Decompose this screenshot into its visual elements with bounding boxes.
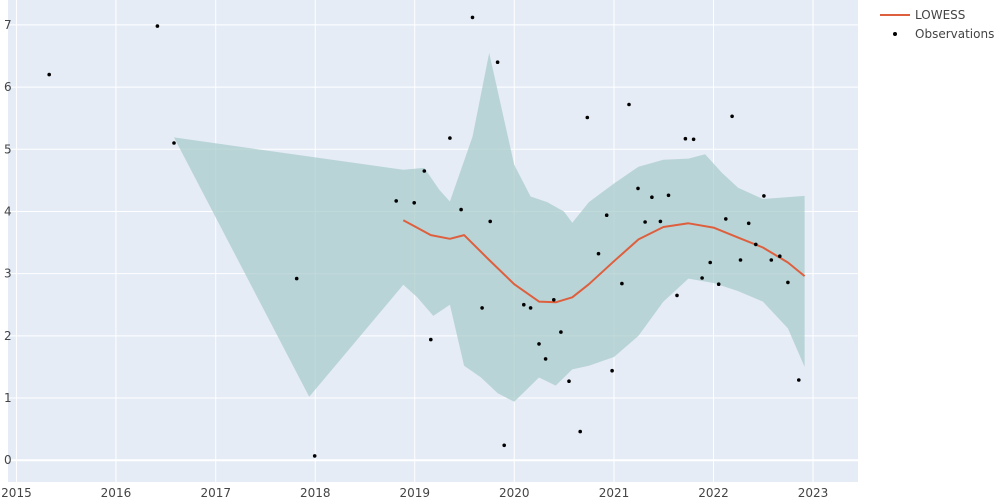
observation-point [596,251,601,256]
x-tick-label: 2017 [200,486,231,500]
observation-point [658,219,663,224]
observation-point [312,454,317,458]
observation-point [769,258,774,262]
confidence-band [174,52,805,402]
observation-point [650,195,654,199]
observation-point [537,342,541,346]
observation-point [778,254,782,258]
observation-point [786,280,790,285]
observation-point [691,137,696,142]
observation-point [683,136,688,141]
observation-point [738,258,743,262]
x-tick-label: 2022 [698,486,729,500]
observation-point [394,199,399,203]
x-axis-ticks: 2015 2016 2017 2018 2019 2020 2021 2022 2023 [1,486,828,500]
confidence-band-layer [174,52,805,402]
x-tick-label: 2018 [300,486,331,500]
observation-point [172,141,176,145]
observation-point [604,213,609,217]
observation-point [470,15,475,20]
observation-point [155,24,160,28]
observation-point [502,443,507,448]
observation-point [636,186,640,191]
observation-point [412,201,417,205]
legend-label-lowess: LOWESS [915,8,965,22]
y-tick-label: 2 [4,329,12,343]
observation-point [422,169,427,173]
x-tick-label: 2019 [399,486,430,500]
observation-point [47,72,51,77]
observation-point [294,276,299,281]
observation-point [610,368,614,373]
y-tick-label: 1 [4,391,12,405]
y-tick-label: 7 [4,18,12,32]
observation-point [730,114,734,119]
x-tick-label: 2021 [599,486,630,500]
y-tick-label: 3 [4,267,12,281]
observation-point [488,219,493,224]
observation-point [459,207,463,212]
legend-label-observations: Observations [915,27,994,41]
observation-point [643,220,647,224]
x-tick-label: 2020 [499,486,530,500]
lowess-line [402,219,806,304]
legend-swatch-observations [893,32,897,36]
observation-point [666,193,671,198]
observation-point [797,378,801,382]
lowess-line-layer [402,219,806,304]
y-axis-ticks: 0 1 2 3 4 5 6 7 [4,18,12,467]
observation-point [567,379,571,384]
observation-point [480,306,484,310]
y-tick-label: 6 [4,80,12,94]
legend[interactable]: LOWESS Observations [880,8,994,41]
legend-item-observations[interactable]: Observations [893,27,994,41]
observation-point [495,60,500,64]
observation-point [746,221,751,226]
observation-point [762,194,766,198]
y-tick-label: 0 [4,453,12,467]
legend-item-lowess[interactable]: LOWESS [880,8,965,22]
observation-point [700,276,704,280]
observations-layer [47,15,801,458]
observation-point [429,337,433,342]
observation-point [552,298,556,302]
observation-point [522,302,526,307]
observation-point [448,136,452,140]
observation-point [578,429,582,434]
x-tick-label: 2023 [798,486,829,500]
observation-point [559,330,563,334]
observation-point [543,357,548,361]
observation-point [585,115,590,120]
x-tick-label: 2016 [101,486,132,500]
observation-point [528,306,533,310]
x-tick-label: 2015 [1,486,32,500]
observation-point [620,281,624,286]
observation-point [716,282,721,287]
y-tick-label: 4 [4,204,12,218]
observation-point [675,293,679,298]
observation-point [724,217,728,221]
y-tick-label: 5 [4,142,12,156]
observation-point [754,242,758,247]
observation-point [708,260,712,265]
observation-point [627,102,631,107]
